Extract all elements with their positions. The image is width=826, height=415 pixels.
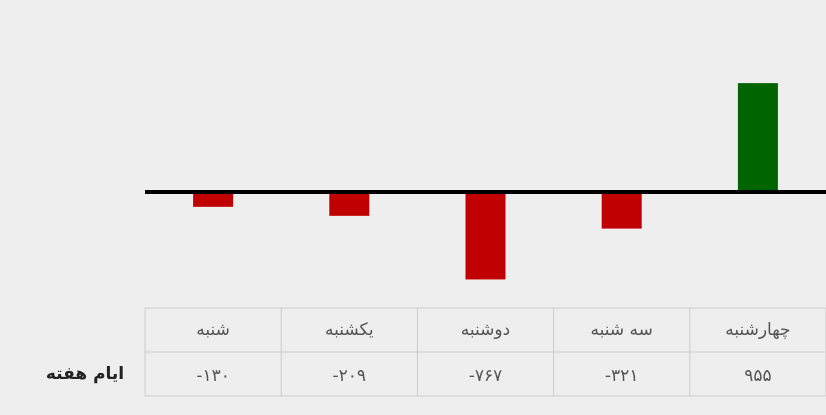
category-label: شنبه bbox=[196, 320, 230, 340]
value-label: -۳۲۱ bbox=[605, 366, 639, 386]
category-label: سه شنبه bbox=[591, 320, 653, 340]
bar bbox=[737, 83, 778, 192]
value-label: -۷۶۷ bbox=[469, 366, 503, 386]
category-label: یکشنبه bbox=[325, 320, 374, 340]
value-label: -۲۰۹ bbox=[333, 366, 367, 386]
category-label: چهارشنبه bbox=[725, 320, 790, 340]
value-label: ۹۵۵ bbox=[744, 366, 771, 386]
bar bbox=[465, 192, 506, 280]
bar bbox=[601, 192, 642, 229]
value-label: -۱۳۰ bbox=[196, 366, 230, 386]
bar bbox=[193, 192, 234, 207]
row-label: ایام هفته bbox=[46, 364, 124, 384]
bar bbox=[329, 192, 370, 216]
category-label: دوشنبه bbox=[461, 320, 510, 340]
